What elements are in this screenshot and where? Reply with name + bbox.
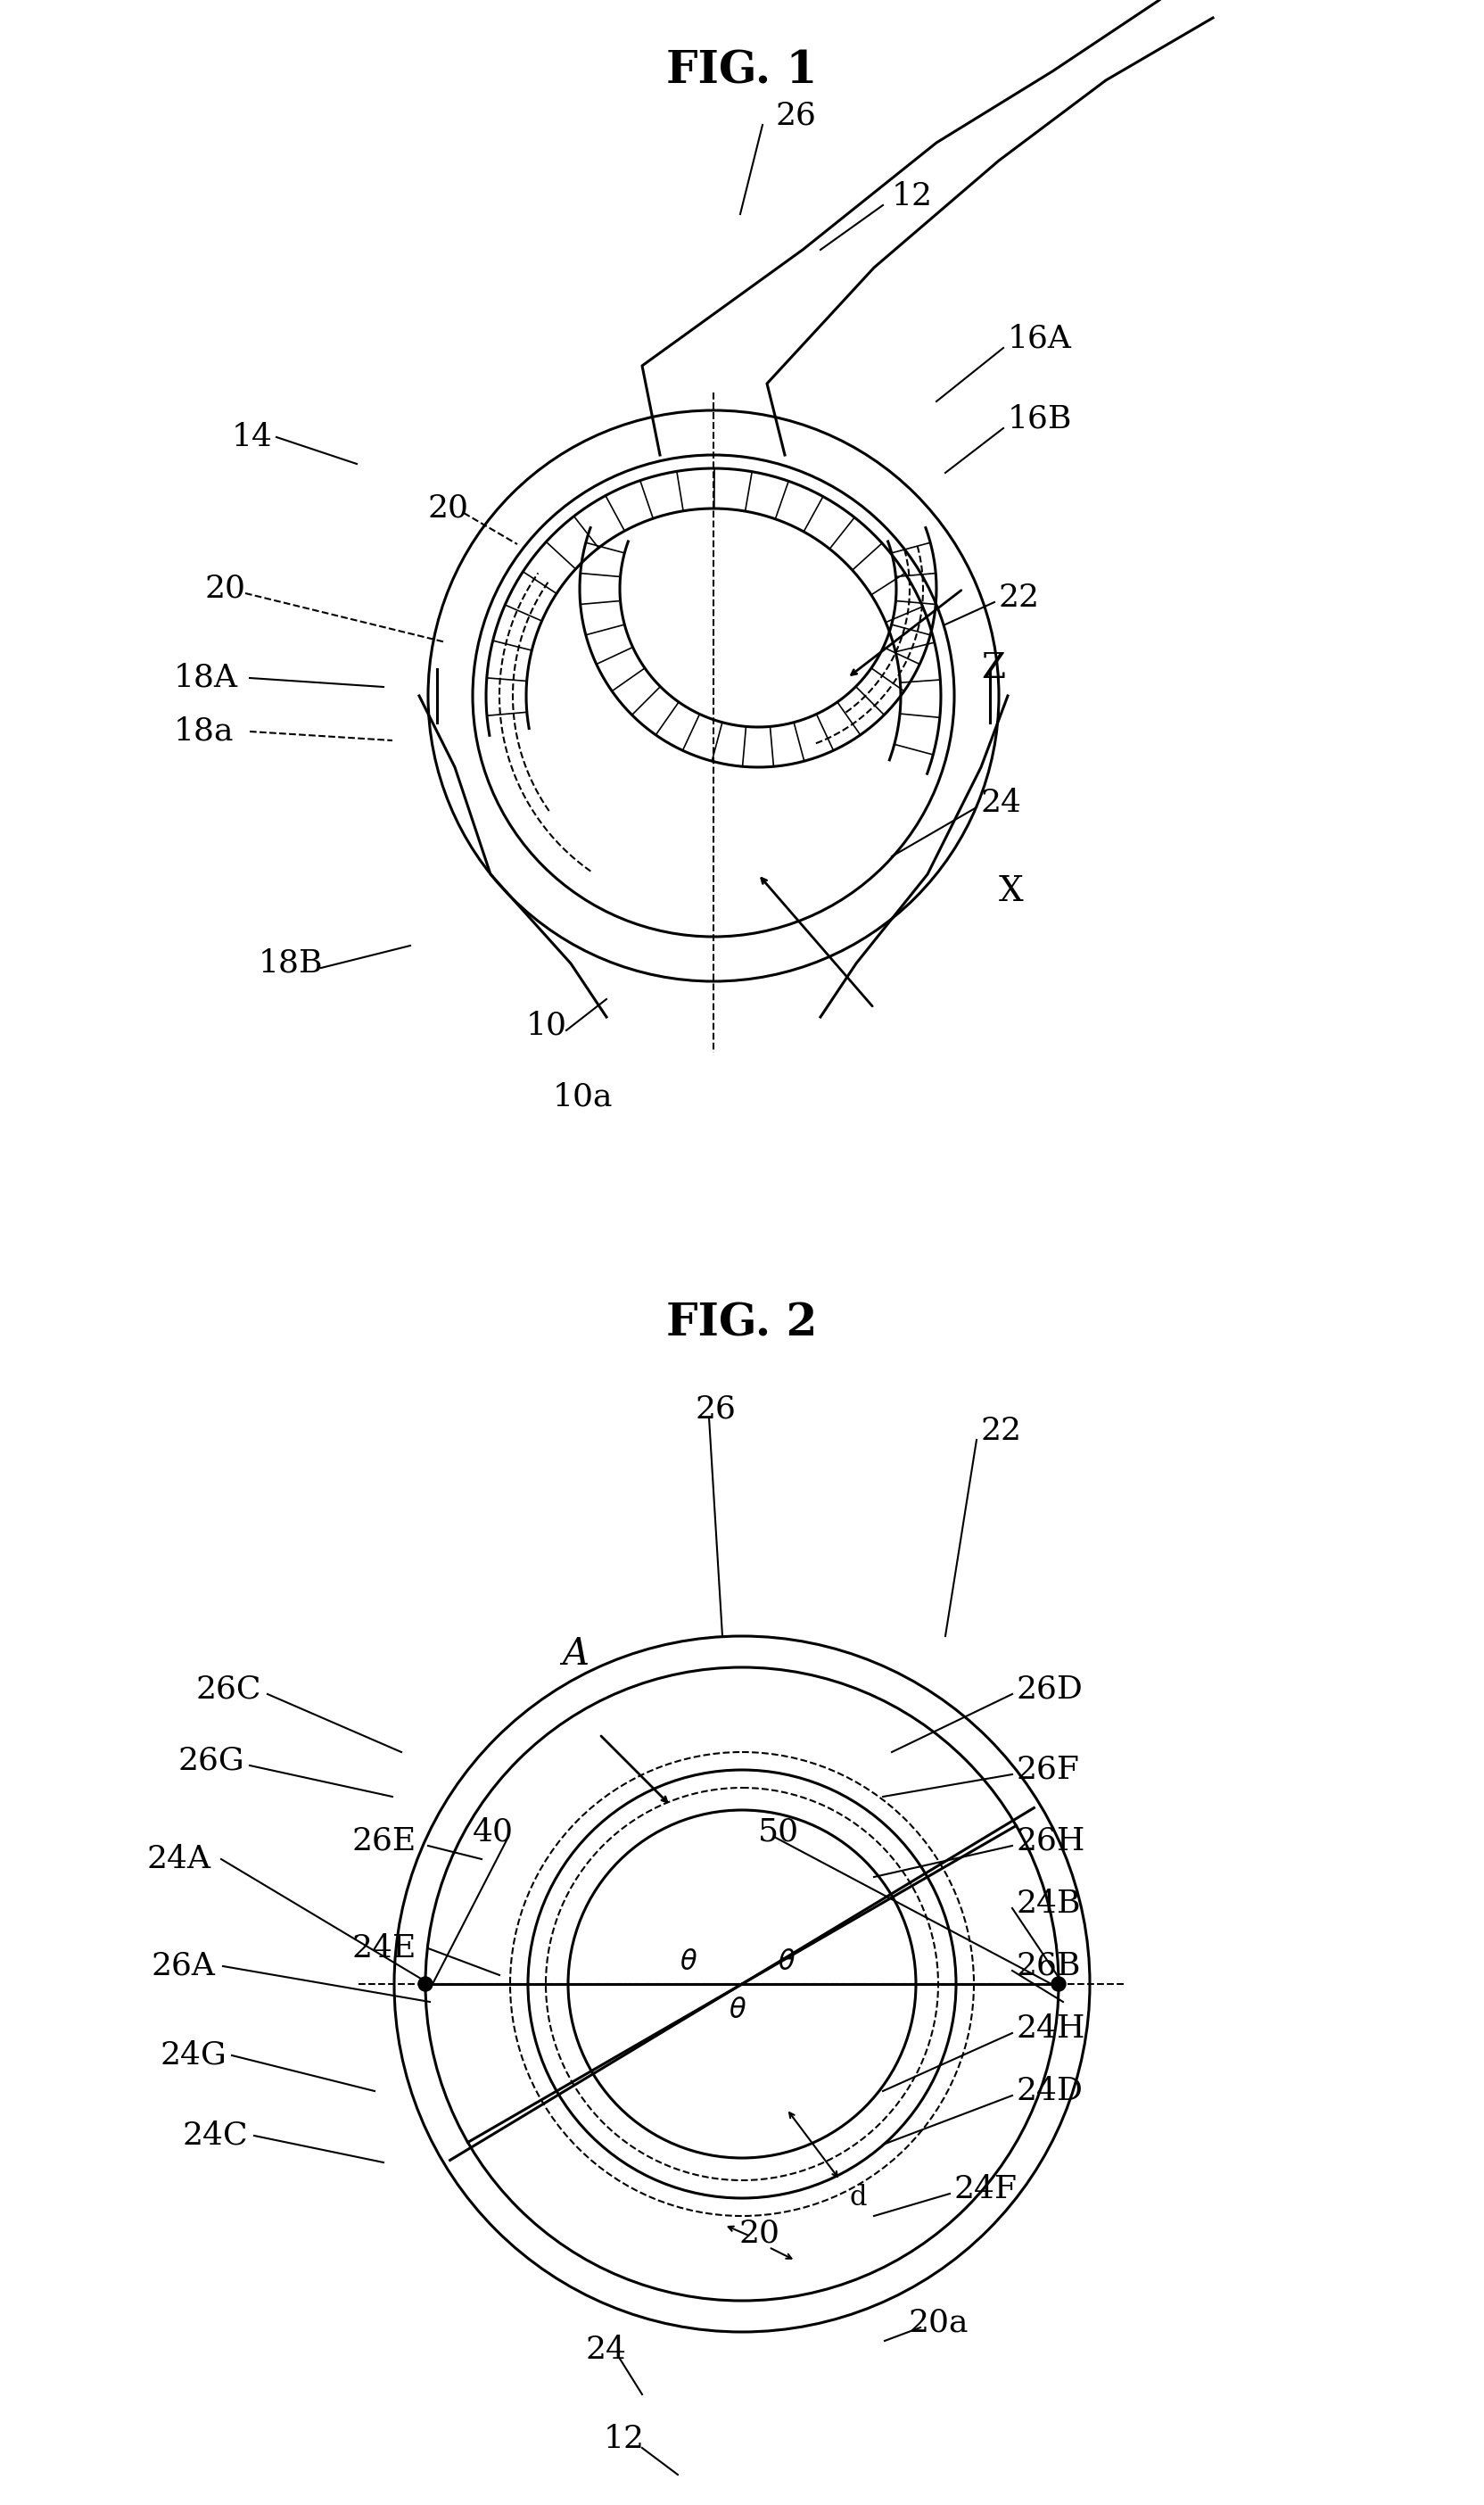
Text: 50: 50 <box>758 1816 798 1849</box>
Text: $\theta$: $\theta$ <box>680 1949 697 1974</box>
Text: 24F: 24F <box>954 2174 1017 2204</box>
Text: 18B: 18B <box>258 949 324 979</box>
Text: 26F: 26F <box>1017 1754 1079 1786</box>
Text: X: X <box>999 877 1022 909</box>
Text: 16A: 16A <box>1008 323 1071 353</box>
Circle shape <box>418 1976 432 1991</box>
Text: d: d <box>849 2184 867 2212</box>
Text: 24A: 24A <box>147 1844 211 1874</box>
Text: 26D: 26D <box>1017 1673 1083 1706</box>
Text: 10a: 10a <box>552 1082 613 1112</box>
Text: 26B: 26B <box>1017 1951 1080 1981</box>
Text: 24G: 24G <box>160 2039 227 2072</box>
Text: 14: 14 <box>232 421 273 453</box>
Text: 22: 22 <box>999 584 1039 614</box>
Text: 24: 24 <box>586 2335 626 2365</box>
Text: 26E: 26E <box>352 1826 417 1856</box>
Text: FIG. 1: FIG. 1 <box>666 50 818 93</box>
Text: 24H: 24H <box>1017 2014 1085 2044</box>
Text: 24D: 24D <box>1017 2077 1083 2107</box>
Text: 26A: 26A <box>151 1951 215 1981</box>
Text: Z: Z <box>981 654 1005 686</box>
Text: 26C: 26C <box>196 1673 261 1706</box>
Text: A: A <box>561 1636 588 1673</box>
Text: 24E: 24E <box>352 1934 417 1964</box>
Text: 20a: 20a <box>908 2307 968 2337</box>
Text: 24B: 24B <box>1017 1889 1080 1919</box>
Text: 20: 20 <box>739 2219 781 2249</box>
Text: 16B: 16B <box>1008 403 1071 433</box>
Text: 10: 10 <box>525 1010 567 1042</box>
Text: 40: 40 <box>472 1816 513 1849</box>
Text: $\theta$: $\theta$ <box>778 1949 795 1974</box>
Text: 18A: 18A <box>174 664 237 694</box>
Text: 26G: 26G <box>178 1746 245 1776</box>
Text: 24: 24 <box>981 787 1021 819</box>
Text: 24C: 24C <box>183 2122 248 2152</box>
Text: 22: 22 <box>981 1415 1021 1445</box>
Text: 26H: 26H <box>1017 1826 1085 1856</box>
Text: 26: 26 <box>776 100 816 130</box>
Text: FIG. 2: FIG. 2 <box>666 1303 818 1345</box>
Text: 12: 12 <box>604 2425 644 2455</box>
Text: 20: 20 <box>205 574 246 604</box>
Text: $\theta$: $\theta$ <box>729 1999 746 2024</box>
Circle shape <box>1051 1976 1066 1991</box>
Text: 12: 12 <box>892 180 932 210</box>
Text: 18a: 18a <box>174 716 234 746</box>
Text: 26: 26 <box>695 1393 736 1423</box>
Text: 20: 20 <box>427 493 469 524</box>
